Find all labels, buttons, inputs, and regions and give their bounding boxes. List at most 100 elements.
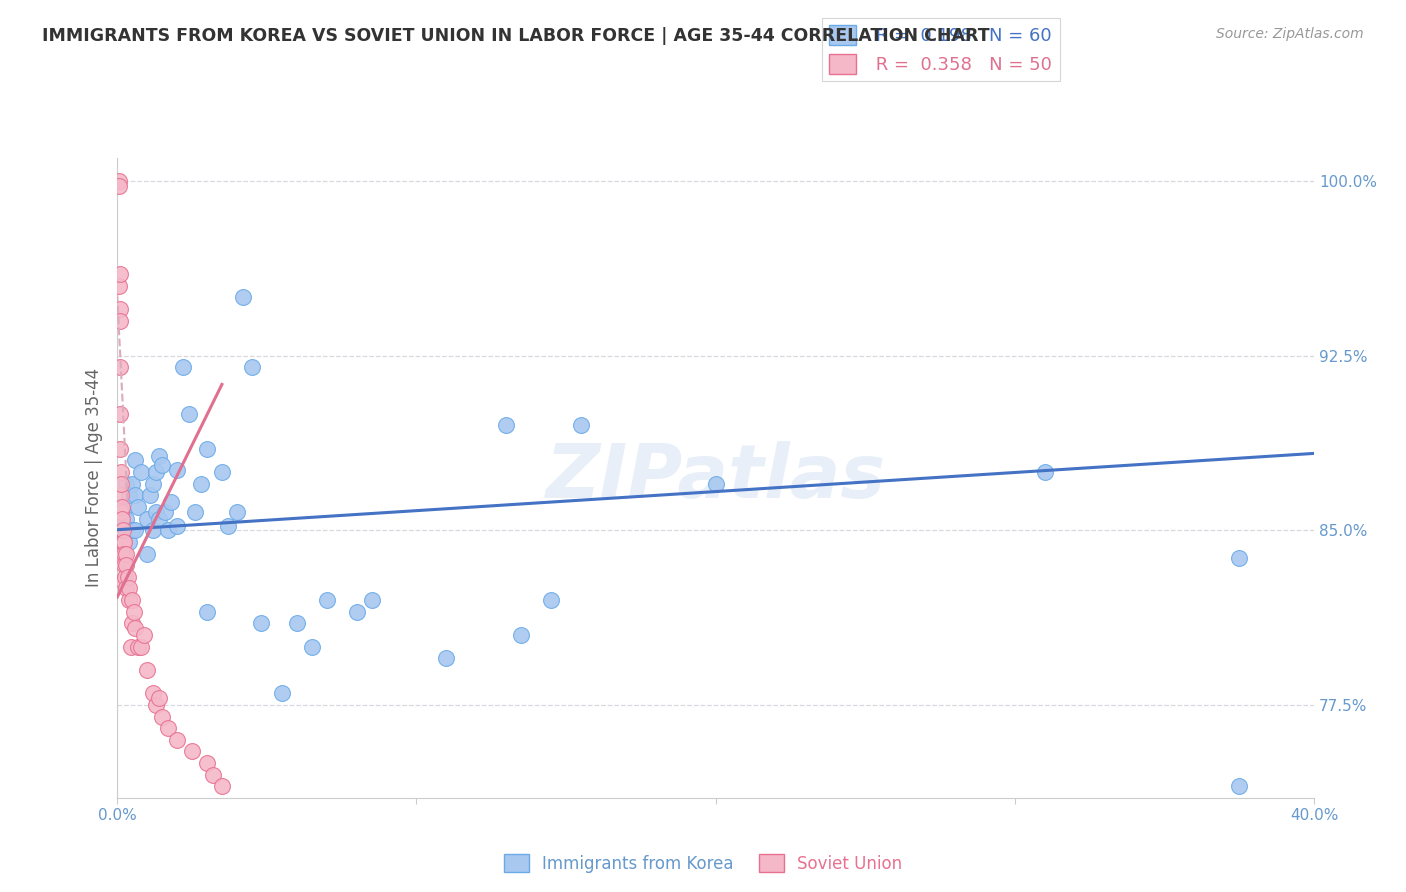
Point (107, 174, 129, 188)
Point (112, 523, 135, 537)
Point (315, 593, 337, 607)
Text: Source: ZipAtlas.com: Source: ZipAtlas.com (1216, 27, 1364, 41)
Point (136, 547, 159, 561)
Point (122, 605, 145, 619)
Point (1227, 780, 1250, 794)
Point (108, 500, 131, 514)
Point (181, 744, 204, 758)
Point (157, 523, 180, 537)
Point (142, 523, 165, 537)
Point (124, 523, 146, 537)
Point (112, 534, 135, 549)
Point (148, 690, 170, 705)
Point (134, 628, 156, 642)
Point (184, 505, 207, 519)
Point (111, 500, 134, 514)
Point (108, 301, 131, 316)
Point (108, 523, 131, 537)
Point (121, 593, 143, 607)
Point (115, 476, 138, 491)
Point (129, 465, 152, 479)
Point (201, 768, 224, 782)
Point (360, 593, 382, 607)
Point (127, 500, 149, 514)
Point (107, 178, 129, 193)
Point (115, 582, 138, 596)
Point (495, 418, 517, 433)
Point (136, 511, 159, 525)
Point (150, 458, 173, 472)
Point (217, 518, 239, 533)
Point (225, 505, 247, 519)
Point (1033, 465, 1056, 479)
Point (211, 780, 233, 794)
Point (434, 651, 457, 665)
Point (108, 534, 131, 549)
Point (110, 505, 132, 519)
Point (115, 547, 138, 561)
Point (108, 267, 131, 281)
Point (112, 505, 135, 519)
Point (569, 418, 592, 433)
Point (111, 534, 134, 549)
Point (124, 621, 146, 635)
Point (112, 558, 135, 573)
Point (346, 605, 368, 619)
Point (121, 476, 143, 491)
Point (148, 511, 170, 525)
Point (112, 547, 135, 561)
Point (124, 453, 146, 467)
Point (110, 465, 132, 479)
Point (195, 605, 218, 619)
Point (115, 511, 138, 525)
Point (240, 360, 263, 375)
Point (195, 442, 218, 456)
Point (111, 511, 134, 525)
Point (112, 551, 135, 566)
Legend: Immigrants from Korea, Soviet Union: Immigrants from Korea, Soviet Union (498, 847, 908, 880)
Point (118, 534, 141, 549)
Legend:  R =  0.198   N = 60,  R =  0.358   N = 50: R = 0.198 N = 60, R = 0.358 N = 50 (821, 18, 1060, 81)
Point (136, 663, 159, 677)
Point (142, 476, 165, 491)
Point (111, 547, 134, 561)
Point (1227, 551, 1250, 566)
Point (145, 505, 167, 519)
Point (115, 558, 138, 573)
Point (118, 488, 141, 502)
Point (108, 313, 131, 327)
Point (117, 570, 139, 584)
Point (112, 518, 135, 533)
Point (270, 686, 292, 700)
Point (112, 547, 135, 561)
Y-axis label: In Labor Force | Age 35-44: In Labor Force | Age 35-44 (86, 368, 103, 588)
Point (704, 476, 727, 491)
Point (232, 290, 254, 304)
Point (108, 511, 131, 525)
Point (160, 495, 183, 509)
Point (120, 640, 142, 654)
Point (110, 488, 132, 502)
Point (108, 360, 131, 375)
Point (301, 640, 323, 654)
Point (148, 449, 170, 463)
Point (127, 640, 149, 654)
Point (145, 698, 167, 712)
Point (190, 476, 212, 491)
Point (114, 570, 136, 584)
Point (145, 465, 167, 479)
Point (510, 628, 533, 642)
Point (108, 442, 131, 456)
Point (118, 582, 141, 596)
Point (139, 488, 162, 502)
Point (166, 518, 188, 533)
Point (142, 686, 165, 700)
Point (150, 709, 173, 723)
Point (172, 360, 194, 375)
Point (124, 488, 146, 502)
Text: IMMIGRANTS FROM KOREA VS SOVIET UNION IN LABOR FORCE | AGE 35-44 CORRELATION CHA: IMMIGRANTS FROM KOREA VS SOVIET UNION IN… (42, 27, 990, 45)
Point (166, 732, 188, 747)
Point (118, 593, 141, 607)
Point (108, 407, 131, 421)
Point (250, 616, 273, 631)
